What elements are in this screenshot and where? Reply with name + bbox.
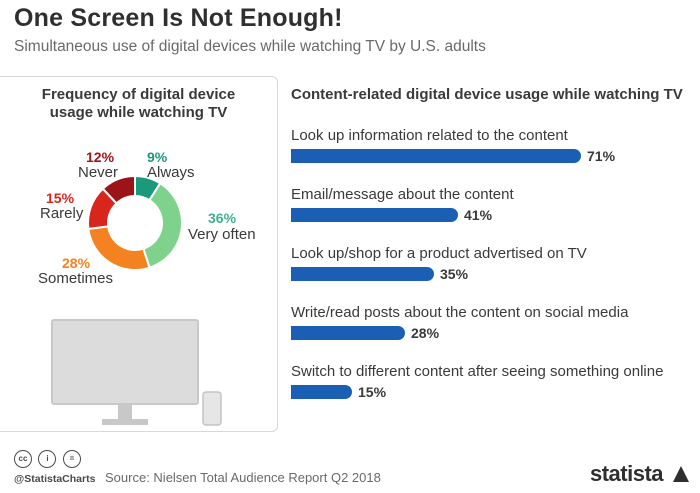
nd-icon: =: [62, 450, 81, 468]
cc-icon: cc: [14, 450, 32, 468]
donut-category-label: Very often: [188, 226, 256, 243]
bar-value-label: 15%: [358, 384, 387, 400]
bar-category-label: Switch to different content after seeing…: [291, 363, 664, 380]
tv-stand-base: [102, 419, 148, 425]
donut-category-label: Always: [147, 164, 195, 181]
bar-chart-title: Content-related digital device usage whi…: [291, 86, 683, 103]
source-note: Source: Nielsen Total Audience Report Q2…: [105, 470, 381, 485]
donut-category-label: Never: [78, 164, 119, 181]
bar-category-label: Email/message about the content: [291, 186, 514, 203]
bar-value-label: 71%: [587, 148, 616, 164]
bar-category-label: Write/read posts about the content on so…: [291, 304, 629, 321]
donut-value-label: 28%: [62, 255, 91, 271]
tv-screen: [51, 319, 199, 405]
donut-value-label: 12%: [86, 149, 115, 165]
donut-value-label: 9%: [147, 149, 168, 165]
bar: [291, 267, 434, 281]
bar-category-label: Look up/shop for a product advertised on…: [291, 245, 587, 262]
bar: [291, 385, 352, 399]
donut-chart-title: Frequency of digital device usage while …: [41, 86, 236, 121]
bar-category-label: Look up information related to the conte…: [291, 127, 568, 144]
donut-slice-sometimes: [87, 225, 151, 271]
bar-value-label: 28%: [411, 325, 440, 341]
chart-subtitle: Simultaneous use of digital devices whil…: [14, 38, 486, 55]
bar-value-label: 35%: [440, 266, 469, 282]
bar: [291, 326, 405, 340]
bar-value-label: 41%: [464, 207, 493, 223]
bar: [291, 149, 581, 163]
chart-title: One Screen Is Not Enough!: [14, 4, 343, 32]
donut-chart: [87, 174, 183, 271]
donut-slice-never: [101, 174, 136, 205]
license-icons: cc i =: [14, 448, 83, 468]
donut-category-label: Rarely: [40, 205, 84, 222]
statista-logo: statista: [590, 461, 664, 486]
donut-value-label: 36%: [208, 210, 237, 226]
tv-stand-neck: [118, 404, 132, 420]
statista-handle: @StatistaCharts: [14, 473, 96, 485]
bar: [291, 208, 458, 222]
tv-illustration: [51, 319, 222, 426]
donut-category-label: Sometimes: [38, 270, 114, 287]
by-icon: i: [38, 450, 57, 468]
statista-logo-icon: [673, 466, 689, 482]
donut-value-label: 15%: [46, 190, 75, 206]
phone-icon: [202, 391, 222, 426]
